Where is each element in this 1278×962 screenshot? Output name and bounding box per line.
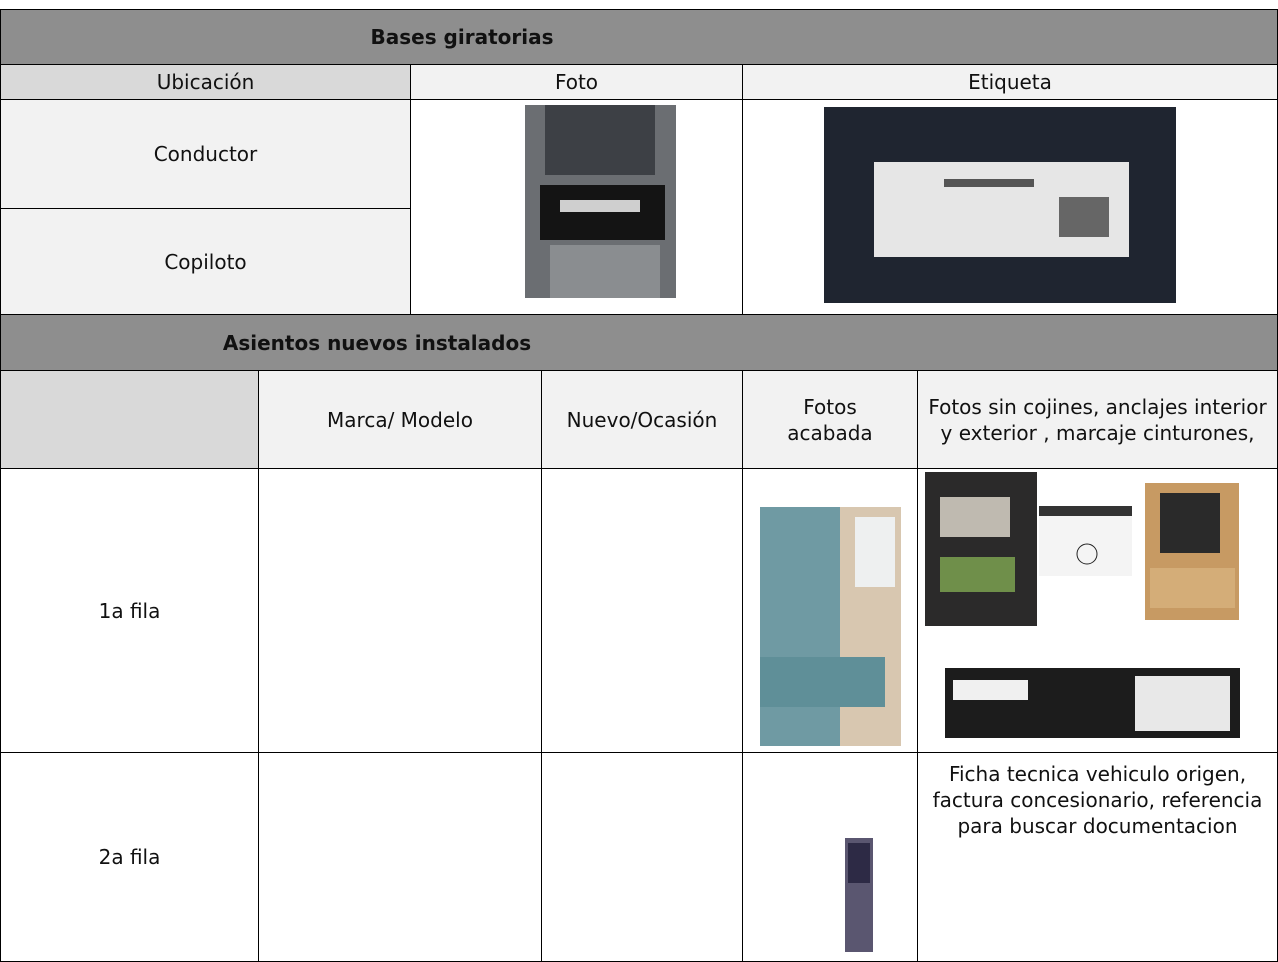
photo-cell (742, 752, 918, 962)
column-header: Nuevo/Ocasión (541, 370, 743, 469)
row-label: 2a fila (0, 752, 259, 962)
note: Ficha tecnica vehiculo origen, factura c… (917, 752, 1278, 962)
photo (845, 838, 873, 952)
row-label: 1a fila (0, 468, 259, 753)
photo (525, 105, 676, 298)
column-header: Etiqueta (742, 64, 1278, 100)
photo (760, 507, 901, 746)
photo (824, 107, 1176, 303)
cell (541, 752, 743, 962)
row-label: Copiloto (0, 208, 411, 315)
cell (258, 752, 542, 962)
column-header: Marca/ Modelo (258, 370, 542, 469)
photo (1145, 483, 1239, 620)
column-header: Ubicación (0, 64, 411, 100)
section-title: Asientos nuevos instalados (0, 314, 1278, 371)
cell (541, 468, 743, 753)
section-title: Bases giratorias (0, 9, 1278, 65)
column-header: Fotos acabada (742, 370, 918, 469)
row-label: Conductor (0, 99, 411, 209)
photo (945, 668, 1240, 738)
column-header: Foto (410, 64, 743, 100)
cell (258, 468, 542, 753)
column-header: Fotos sin cojines, anclajes interior y e… (917, 370, 1278, 469)
photo (1039, 506, 1132, 576)
column-header (0, 370, 259, 469)
photo (925, 472, 1037, 626)
